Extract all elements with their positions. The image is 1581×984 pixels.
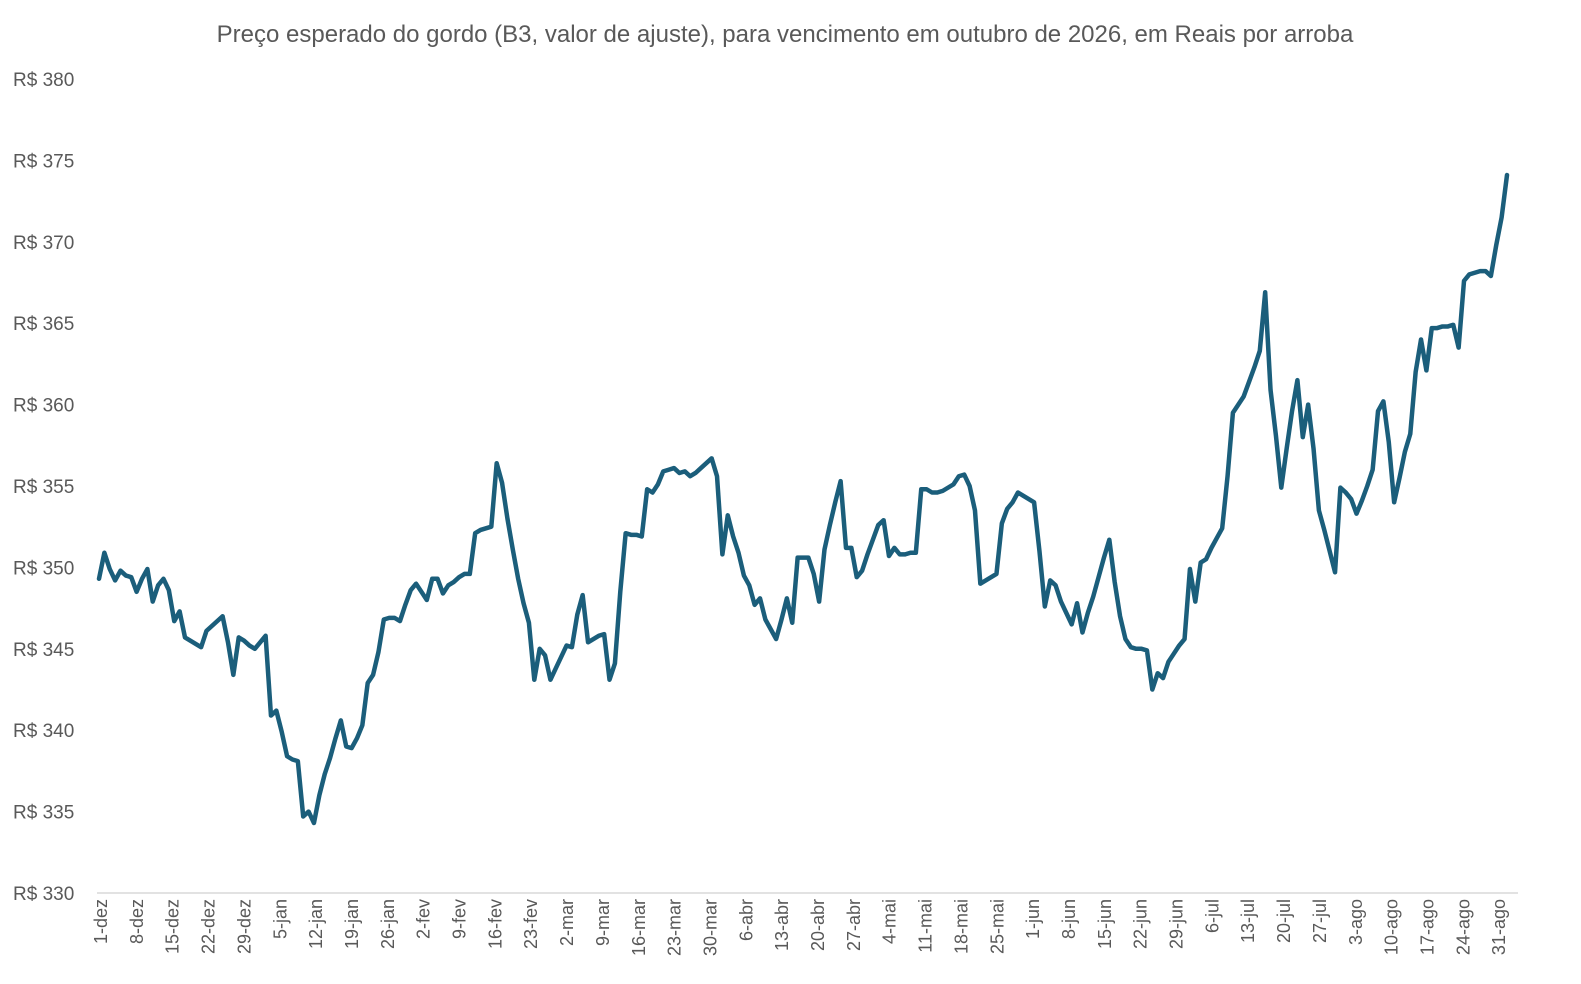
y-tick-label: R$ 365 [13, 314, 74, 335]
y-tick-label: R$ 350 [13, 558, 74, 579]
y-tick-label: R$ 340 [13, 721, 74, 742]
x-tick-label: 1-dez [91, 899, 111, 944]
x-tick-label: 16-fev [485, 899, 505, 949]
x-tick-label: 5-jan [270, 899, 290, 939]
x-tick-label: 2-mar [557, 899, 577, 946]
series-line [96, 172, 1510, 826]
x-tick-label: 17-ago [1417, 899, 1437, 955]
x-tick-label: 2-fev [414, 899, 434, 939]
x-tick-label: 6-jul [1202, 899, 1222, 933]
x-tick-label: 16-mar [629, 899, 649, 956]
x-tick-label: 20-abr [808, 899, 828, 951]
x-tick-label: 6-abr [736, 899, 756, 941]
x-tick-label: 4-mai [880, 899, 900, 944]
x-tick-label: 22-dez [199, 899, 219, 954]
x-tick-label: 24-ago [1453, 899, 1473, 955]
x-tick-label: 29-jun [1167, 899, 1187, 949]
x-tick-label: 9-mar [593, 899, 613, 946]
y-tick-label: R$ 360 [13, 396, 74, 417]
y-axis-ticks: R$ 330 R$ 335 R$ 340 R$ 345 R$ 350 R$ 355 R$ 3… [13, 70, 74, 905]
x-tick-label: 9-fev [450, 899, 470, 939]
y-tick-label: R$ 335 [13, 803, 74, 824]
y-tick-label: R$ 355 [13, 477, 74, 498]
x-tick-label: 3-ago [1346, 899, 1366, 945]
x-tick-label: 11-mai [916, 899, 936, 953]
y-tick-label: R$ 370 [13, 233, 74, 254]
x-tick-label: 27-abr [844, 899, 864, 951]
x-tick-label: 18-mai [951, 899, 971, 954]
x-tick-label: 23-fev [521, 899, 541, 949]
x-tick-label: 8-jun [1059, 899, 1079, 939]
x-tick-label: 13-abr [772, 899, 792, 951]
series-layer [96, 172, 1510, 826]
x-tick-label: 20-jul [1274, 899, 1294, 943]
x-tick-label: 19-jan [342, 899, 362, 949]
x-tick-label: 22-jun [1131, 899, 1151, 949]
y-tick-label: R$ 330 [13, 884, 74, 905]
y-tick-label: R$ 380 [13, 70, 74, 91]
x-tick-label: 29-dez [234, 899, 254, 954]
x-tick-label: 30-mar [700, 899, 720, 956]
x-tick-label: 25-mai [987, 899, 1007, 954]
x-axis-ticks: 1-dez 8-dez 15-dez 22-dez 29-dez 5-jan 12-jan 1… [91, 899, 1509, 956]
x-tick-label: 1-jun [1023, 899, 1043, 939]
y-tick-label: R$ 345 [13, 640, 74, 661]
x-tick-label: 10-ago [1382, 899, 1402, 955]
x-tick-label: 13-jul [1238, 899, 1258, 943]
x-tick-label: 26-jan [378, 899, 398, 949]
x-tick-label: 27-jul [1310, 899, 1330, 943]
y-tick-label: R$ 375 [13, 151, 74, 172]
x-tick-label: 23-mar [665, 899, 685, 956]
chart-title: Preço esperado do gordo (B3, valor de aj… [217, 21, 1354, 48]
x-tick-label: 15-dez [163, 899, 183, 954]
x-tick-label: 15-jun [1095, 899, 1115, 949]
x-tick-label: 31-ago [1489, 899, 1509, 955]
x-tick-label: 8-dez [127, 899, 147, 944]
x-tick-label: 12-jan [306, 899, 326, 949]
